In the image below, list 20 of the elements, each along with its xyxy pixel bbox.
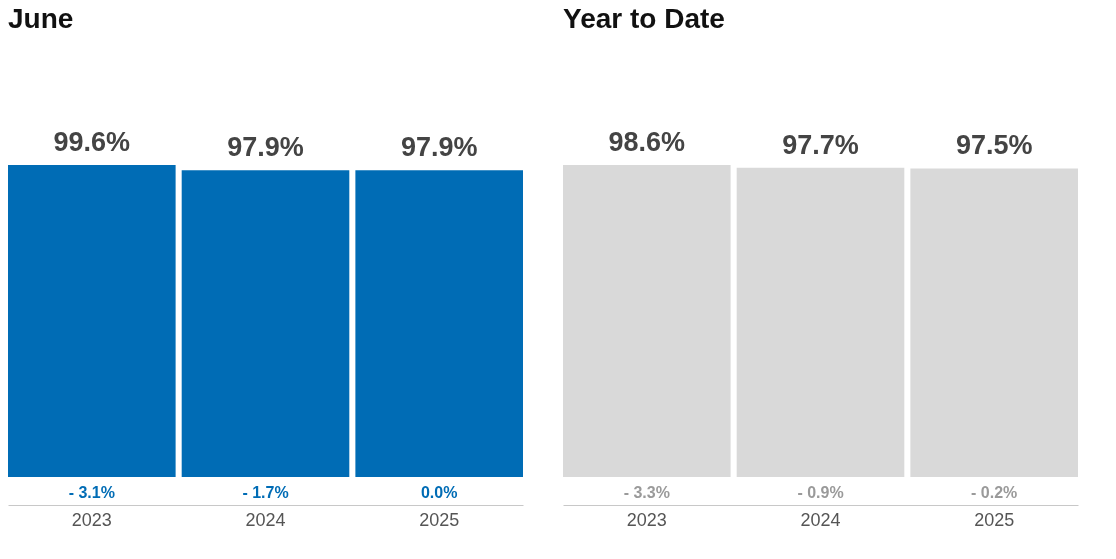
chart-title: June <box>8 3 74 34</box>
data-label: 97.5% <box>955 130 1033 161</box>
data-label: 97.9% <box>227 132 304 163</box>
x-tick-label: 2024 <box>245 509 286 530</box>
chart-title: Year to Date <box>563 3 725 34</box>
text: - 3.1% <box>68 484 115 501</box>
data-label: 98.6% <box>608 127 686 157</box>
data-label: 97.7% <box>782 129 859 160</box>
data-label: 99.6% <box>53 127 131 157</box>
text: - 3.3% <box>623 484 670 501</box>
text: - 1.7% <box>242 484 289 501</box>
x-tick-label: 2025 <box>419 509 460 530</box>
x-tick-label: 2024 <box>800 509 841 530</box>
text: - 0.9% <box>797 484 844 501</box>
x-tick-label: 2023 <box>71 509 112 530</box>
text: 0.0% <box>420 484 458 501</box>
data-label: 97.9% <box>400 132 478 163</box>
text: - 0.2% <box>971 484 1018 501</box>
x-tick-label: 2023 <box>626 509 667 530</box>
x-tick-label: 2025 <box>974 509 1015 530</box>
